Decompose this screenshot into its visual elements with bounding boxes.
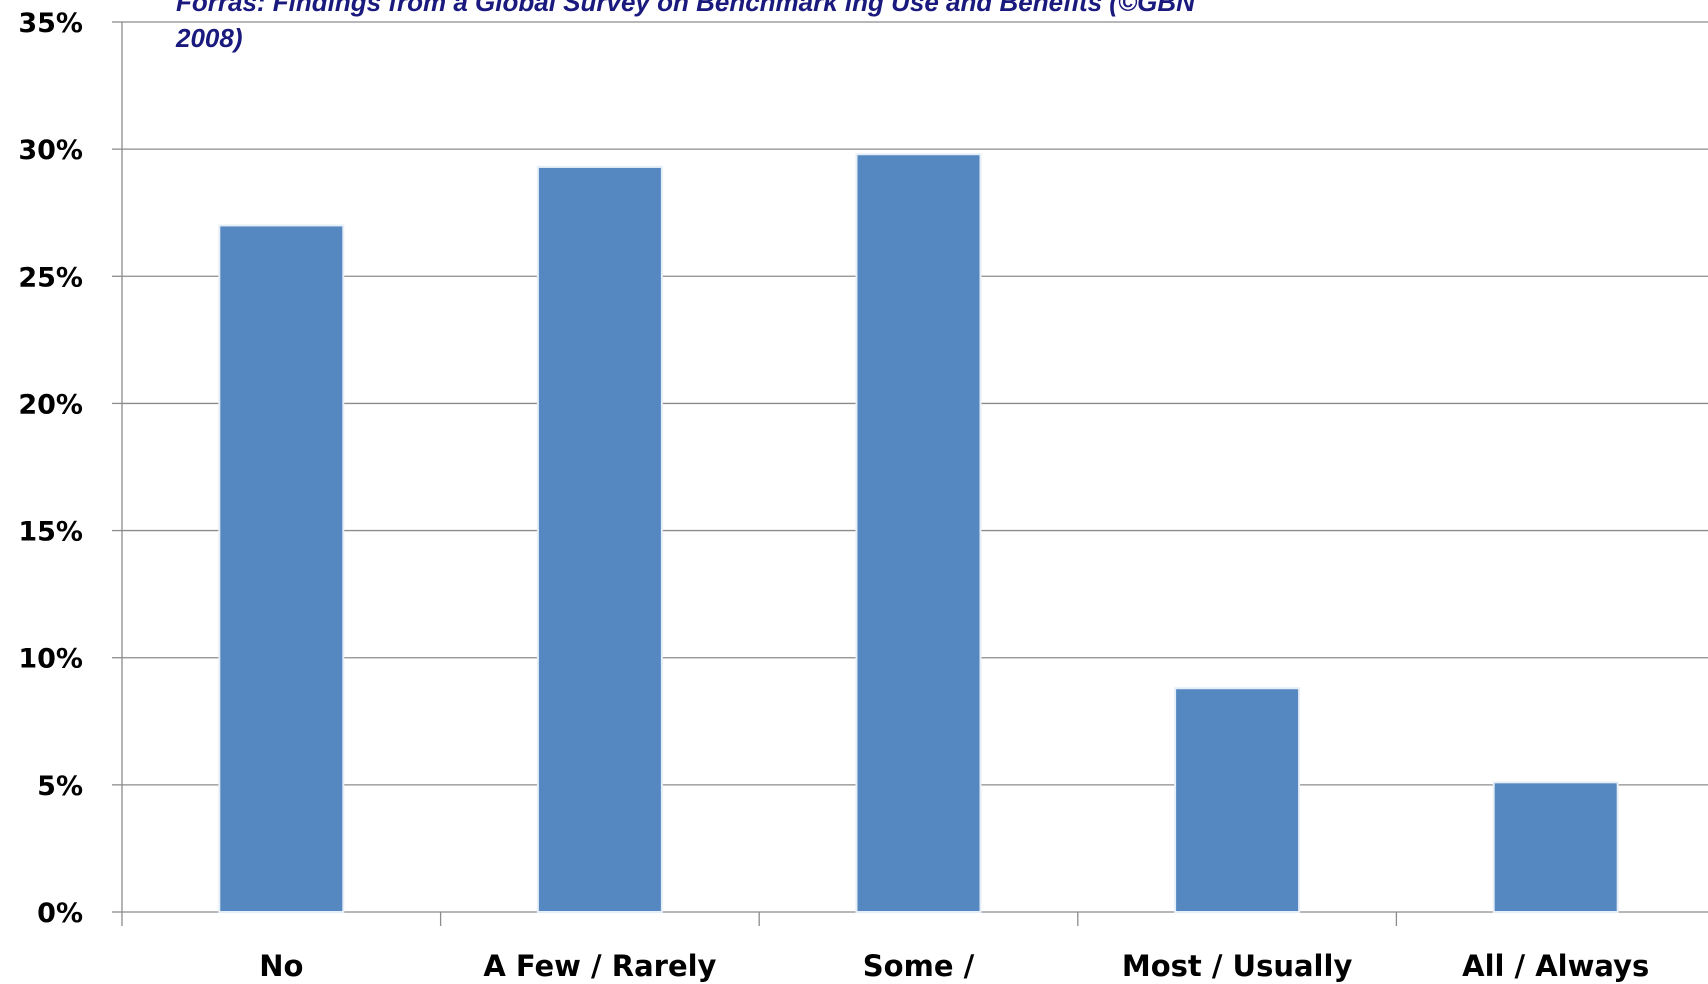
bar bbox=[1492, 781, 1619, 913]
x-category-label: All / Always bbox=[1462, 949, 1649, 983]
subtitle-line-1: Forras: Findings from a Global Survey on… bbox=[176, 0, 1195, 17]
y-tick-label: 5% bbox=[37, 771, 83, 802]
bar bbox=[1174, 687, 1301, 913]
x-category-label: Most / Usually bbox=[1122, 949, 1353, 983]
bar bbox=[855, 153, 982, 913]
subtitle-line-2: 2008) bbox=[176, 23, 243, 53]
x-category-labels: No A Few / Rarely Some / Most / Usually All … bbox=[259, 949, 1649, 983]
x-category-label: No bbox=[259, 949, 303, 983]
y-tick-label: 15% bbox=[18, 517, 83, 548]
y-tick-label: 35% bbox=[18, 8, 83, 39]
x-category-label: A Few / Rarely bbox=[483, 949, 716, 983]
y-tick-label: 10% bbox=[18, 644, 83, 675]
y-tick-labels: 0% 5% 10% 15% 20% 25% 30% 35% bbox=[18, 8, 83, 929]
x-category-label: Some / bbox=[863, 949, 975, 983]
bars bbox=[218, 153, 1619, 913]
y-tick-label: 25% bbox=[18, 262, 83, 293]
y-tick-label: 0% bbox=[37, 898, 83, 929]
chart-source-subtitle: Forras: Findings from a Global Survey on… bbox=[176, 0, 1436, 56]
bar bbox=[218, 224, 345, 913]
y-tick-label: 20% bbox=[18, 389, 83, 420]
y-tick-label: 30% bbox=[18, 135, 83, 166]
bar bbox=[536, 165, 663, 913]
